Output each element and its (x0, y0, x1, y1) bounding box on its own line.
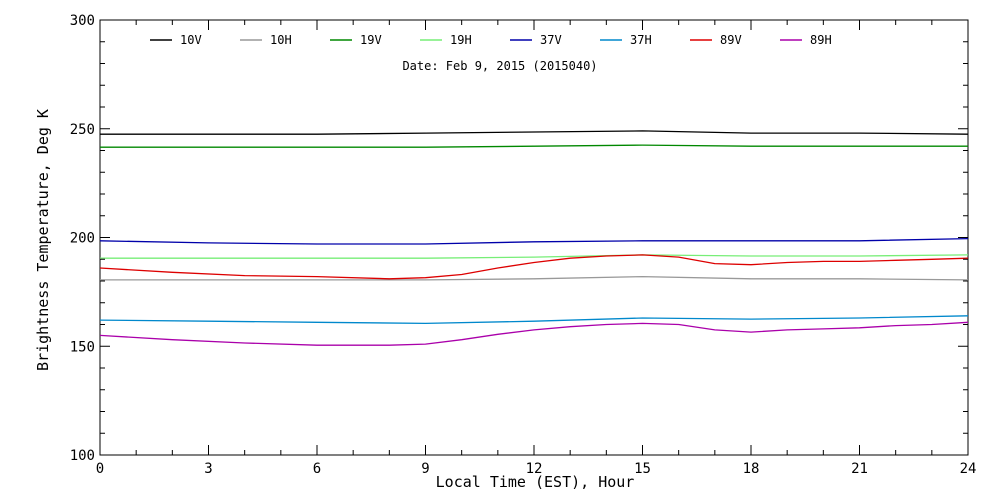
legend-label-19h: 19H (450, 33, 472, 47)
legend-label-37h: 37H (630, 33, 652, 47)
series-line-37h (99, 315, 969, 325)
series-line-10v (100, 130, 969, 135)
x-tick-label: 24 (960, 461, 977, 477)
x-tick-label: 21 (851, 461, 868, 477)
y-axis-title: Brightness Temperature, Deg K (34, 109, 52, 371)
series-line-89h (99, 321, 969, 346)
plot-border (99, 19, 969, 456)
x-axis-title: Local Time (EST), Hour (436, 473, 635, 491)
x-tick-label: 0 (96, 461, 104, 477)
series-line-19v (100, 144, 968, 148)
legend-label-89h: 89H (810, 33, 832, 47)
series-line-19h (100, 254, 969, 259)
legend: 10V 10H 19V 19H 37V 37H 89V 89H (150, 33, 832, 47)
x-tick-label: 15 (634, 461, 651, 477)
legend-label-37v: 37V (540, 33, 562, 47)
date-annotation: Date: Feb 9, 2015 (2015040) (402, 59, 597, 73)
legend-label-10v: 10V (180, 33, 202, 47)
x-tick-label: 18 (743, 461, 760, 477)
legend-label-10h: 10H (270, 33, 292, 47)
series-lines (99, 130, 969, 346)
y-tick-label: 300 (70, 13, 95, 29)
x-tick-label: 6 (313, 461, 321, 477)
x-tick-label: 12 (526, 461, 543, 477)
legend-label-89v: 89V (720, 33, 742, 47)
plot-frame (99, 19, 969, 456)
x-tick-label: 9 (421, 461, 429, 477)
legend-label-19v: 19V (360, 33, 382, 47)
series-line-37v (99, 237, 969, 245)
y-tick-label: 100 (70, 448, 95, 464)
y-tick-label: 150 (70, 339, 95, 355)
x-tick-label: 3 (204, 461, 212, 477)
y-tick-label: 200 (70, 231, 95, 247)
axis-ticks: 0 3 6 9 12 15 18 21 24 100 150 200 250 300 (70, 13, 977, 477)
series-line-89v (99, 254, 969, 280)
y-tick-label: 250 (70, 122, 95, 138)
series-line-10h (100, 275, 969, 281)
